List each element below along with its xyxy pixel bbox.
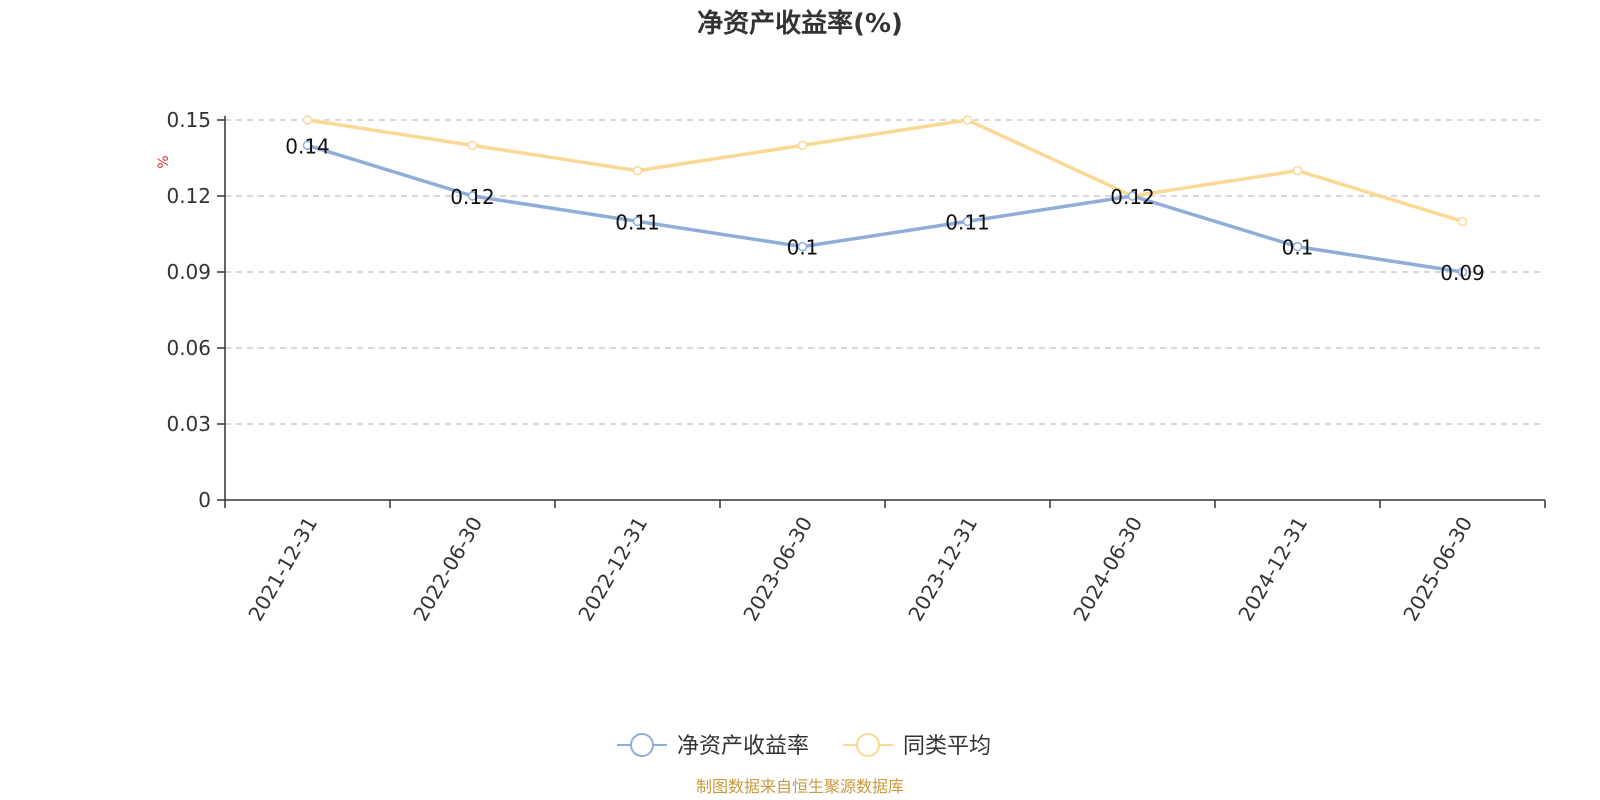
- x-tick-label: 2025-06-30: [1398, 513, 1477, 626]
- data-point[interactable]: [467, 191, 478, 201]
- y-tick-label: 0.03: [166, 412, 211, 436]
- data-point[interactable]: [302, 140, 313, 151]
- x-tick-label: 2022-12-31: [573, 513, 652, 626]
- y-tick-label: 0: [198, 488, 211, 512]
- data-point[interactable]: [797, 241, 808, 252]
- legend-marker-icon: [856, 733, 880, 757]
- data-point[interactable]: [632, 216, 643, 227]
- data-label: 0.12: [450, 185, 495, 209]
- data-label: 0.09: [1440, 261, 1485, 285]
- data-point[interactable]: [302, 115, 313, 125]
- x-tick-label: 2024-12-31: [1233, 513, 1312, 626]
- data-point[interactable]: [1457, 216, 1468, 227]
- legend-label: 净资产收益率: [677, 734, 809, 759]
- data-label: 0.1: [1282, 236, 1314, 260]
- data-source-note: 制图数据来自恒生聚源数据库: [696, 777, 904, 796]
- data-point[interactable]: [797, 140, 808, 151]
- series-line: [305, 118, 1465, 224]
- y-tick-label: 0.15: [166, 108, 211, 132]
- y-tick-label: 0.12: [166, 184, 211, 208]
- y-axis-unit-label: %: [156, 155, 172, 168]
- series-layer: [302, 115, 1468, 277]
- y-tick-label: 0.06: [166, 336, 211, 360]
- series-1: [302, 140, 1468, 277]
- legend-item[interactable]: 净资产收益率: [617, 733, 809, 759]
- legend-item[interactable]: 同类平均: [843, 733, 991, 759]
- y-tick-label: 0.09: [166, 260, 211, 284]
- data-point[interactable]: [1127, 191, 1138, 201]
- data-point[interactable]: [1292, 241, 1303, 252]
- data-point[interactable]: [962, 115, 973, 125]
- legend[interactable]: 净资产收益率 同类平均: [617, 733, 991, 759]
- data-labels: 0.14 0.12 0.11 0.1 0.11 0.12 0.1 0.09: [285, 134, 1485, 285]
- data-label: 0.11: [615, 210, 660, 234]
- data-point[interactable]: [467, 140, 478, 151]
- data-label: 0.14: [285, 134, 330, 158]
- x-tick-label: 2021-12-31: [243, 513, 322, 626]
- data-label: 0.11: [945, 210, 990, 234]
- x-tick-label: 2023-06-30: [738, 513, 817, 626]
- grid-lines: [225, 119, 1545, 425]
- data-point[interactable]: [1457, 267, 1468, 277]
- x-tick-label: 2023-12-31: [903, 513, 982, 626]
- series-line: [305, 143, 1465, 274]
- legend-label: 同类平均: [903, 734, 991, 759]
- data-point[interactable]: [1292, 165, 1303, 176]
- axes: 0 0.03 0.06 0.09 0.12 0.15 2021-12-31 2022-06-3…: [166, 108, 1546, 626]
- x-tick-label: 2024-06-30: [1068, 513, 1147, 626]
- data-point[interactable]: [632, 165, 643, 176]
- legend-marker-icon: [630, 733, 654, 757]
- data-label: 0.1: [787, 236, 819, 260]
- data-point[interactable]: [962, 216, 973, 227]
- chart-title: 净资产收益率(%): [697, 8, 903, 39]
- data-label: 0.12: [1110, 185, 1155, 209]
- x-tick-label: 2022-06-30: [408, 513, 487, 626]
